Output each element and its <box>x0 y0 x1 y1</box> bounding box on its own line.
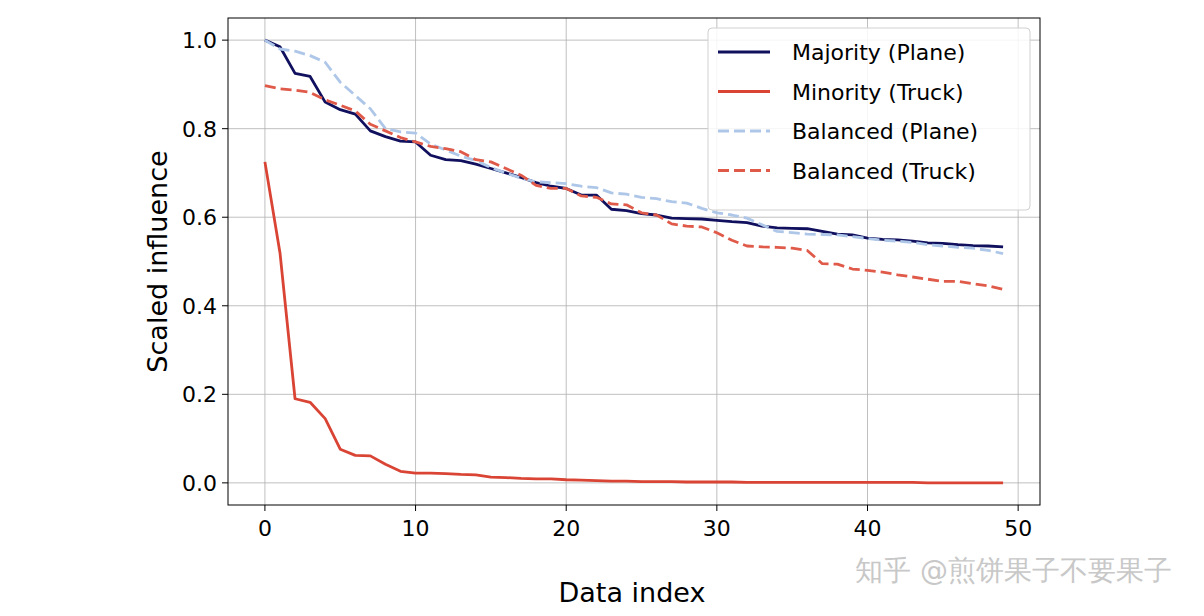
y-tick <box>222 305 228 306</box>
legend-label: Minority (Truck) <box>792 80 964 105</box>
x-tick-label: 0 <box>258 516 272 541</box>
y-tick-label: 1.0 <box>182 28 217 53</box>
chart: 0 10 20 30 40 50 0.0 0.2 0.4 0.6 0.8 1.0 Data index S… <box>0 0 1204 616</box>
y-tick <box>222 40 228 41</box>
y-tick-label: 0.8 <box>182 117 217 142</box>
x-tick-label: 10 <box>402 516 430 541</box>
legend-swatch <box>718 90 770 93</box>
x-tick <box>264 505 265 511</box>
y-tick <box>222 394 228 395</box>
y-tick-label: 0.2 <box>182 382 217 407</box>
x-tick-label: 20 <box>552 516 580 541</box>
x-grid-line <box>566 18 567 505</box>
x-axis-label: Data index <box>559 577 706 608</box>
y-tick <box>222 217 228 218</box>
legend-box <box>708 28 1030 210</box>
y-grid-line <box>228 394 1040 395</box>
x-grid-line <box>264 18 265 505</box>
y-tick <box>222 482 228 483</box>
y-tick <box>222 128 228 129</box>
y-axis-label: Scaled influence <box>142 150 173 372</box>
x-tick-label: 30 <box>703 516 731 541</box>
x-tick <box>716 505 717 511</box>
legend-label: Majority (Plane) <box>792 40 965 65</box>
y-tick-label: 0.6 <box>182 205 217 230</box>
grid <box>228 18 1040 505</box>
y-tick-label: 0.0 <box>182 471 217 496</box>
legend: Majority (Plane) Minority (Truck) Balanced… <box>708 28 1030 210</box>
legend-swatch <box>718 169 770 172</box>
legend-swatch <box>718 51 770 54</box>
legend-label: Balanced (Truck) <box>792 159 976 184</box>
y-grid-line <box>228 305 1040 306</box>
x-tick <box>566 505 567 511</box>
x-tick <box>867 505 868 511</box>
x-tick <box>415 505 416 511</box>
x-tick-label: 40 <box>854 516 882 541</box>
plot-frame <box>228 18 1040 505</box>
x-tick <box>1018 505 1019 511</box>
x-grid-line <box>415 18 416 505</box>
y-grid-line <box>228 217 1040 218</box>
x-tick-label: 50 <box>1004 516 1032 541</box>
watermark: 知乎 @煎饼果子不要果子 <box>855 554 1172 587</box>
y-tick-label: 0.4 <box>182 294 217 319</box>
legend-swatch <box>718 130 770 133</box>
legend-label: Balanced (Plane) <box>792 119 978 144</box>
